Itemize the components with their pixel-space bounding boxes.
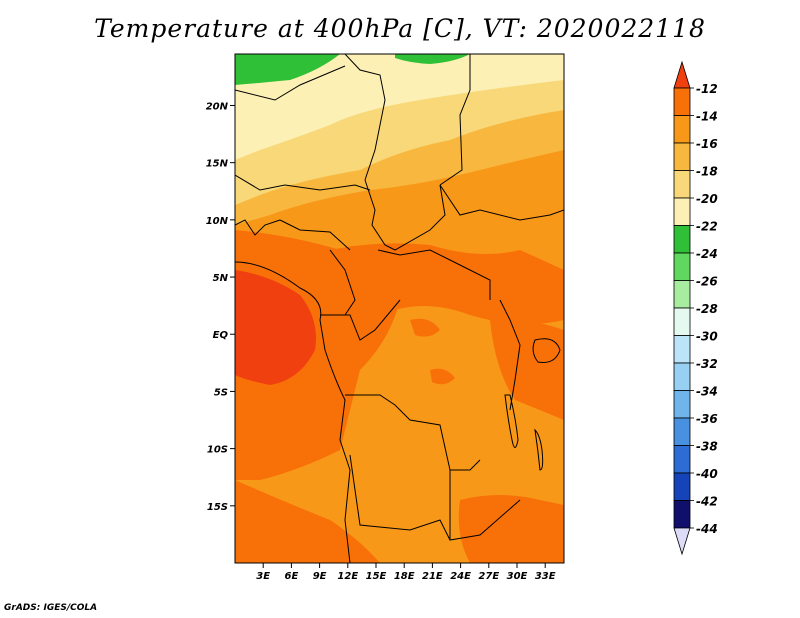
field-green-small [395,54,470,64]
colorbar-swatch [673,280,691,309]
field-warm-minus14-east [490,318,564,420]
field-band-minus22 [235,54,564,160]
colorbar-swatch [673,417,691,446]
chart-title: Temperature at 400hPa [C], VT: 202002211… [94,14,706,43]
border-libya-egypt [439,54,471,186]
colorbar-swatch [673,335,691,364]
colorbar-swatch [673,500,691,529]
x-tick-label: 12E [337,571,358,582]
colorbar-top-arrow [673,60,691,89]
x-tick-label: 24E [450,571,471,582]
colorbar-label: -36 [696,412,718,426]
colorbar-swatch [673,472,691,501]
border-coast [235,261,351,563]
x-tick-label: 18E [394,571,415,582]
colorbar-label: -32 [696,357,718,371]
border-zambia [449,470,521,541]
x-tick-label: 30E [507,571,528,582]
lakes [504,338,561,471]
colorbar-swatch [673,445,691,474]
border-niger-mali [235,65,346,101]
colorbar-swatch [673,390,691,419]
border-drc [345,394,481,471]
border-west-africa [235,219,281,236]
x-tick-label: 33E [535,571,556,582]
y-tick-label: 5S [214,387,228,398]
border-angola [349,454,451,541]
colorbar-label: -30 [696,330,718,344]
colorbar-swatch [673,170,691,199]
chart-svg: 20N 15N 10N 5N EQ 5S 10S 15S 3E 6E 9E 12E 15E 18E 21E… [206,53,718,582]
colorbar-swatch [673,115,691,144]
border-cameroon [329,249,356,316]
y-tick-label: 5N [213,273,229,284]
colorbar: -12 -14 -16 -18 -20 -22 -24 -26 -28 -30 -32 -34 -36 -… [673,60,718,556]
colorbar-swatch [673,197,691,226]
y-axis-ticks: 20N 15N 10N 5N EQ 5S 10S 15S [206,101,235,513]
border-gabon-congo [320,299,401,341]
country-borders [235,54,564,563]
colorbar-label: -16 [696,137,718,151]
temperature-field [235,54,564,563]
x-tick-label: 9E [313,571,327,582]
colorbar-label: -42 [696,495,718,509]
border-nigeria [279,219,351,251]
x-tick-label: 27E [478,571,499,582]
y-tick-label: 15S [207,502,228,513]
y-tick-label: 20N [206,101,229,112]
map-frame [234,53,565,564]
colorbar-swatch [673,142,691,171]
colorbar-bottom-arrow [673,527,691,556]
lake-victoria [532,338,561,363]
lake-malawi [534,428,544,471]
field-speckle-2 [430,368,455,385]
y-tick-label: 10N [206,216,229,227]
colorbar-label: -38 [696,440,718,454]
colorbar-label: -40 [696,467,718,481]
border-chad [364,179,446,251]
field-warm-minus12-gulf [235,270,316,385]
field-green-minus24 [235,54,340,85]
y-tick-label: EQ [213,330,229,341]
colorbar-swatch [673,307,691,336]
colorbar-label: -44 [696,522,718,536]
y-tick-label: 15N [206,159,229,170]
x-tick-label: 6E [285,571,299,582]
x-tick-label: 21E [422,571,443,582]
x-tick-label: 3E [256,571,270,582]
x-axis-ticks: 3E 6E 9E 12E 15E 18E 21E 24E 27E 30E 33E [256,563,556,582]
y-tick-label: 10S [207,445,228,456]
lake-tanganyika [504,394,519,448]
colorbar-swatch [673,362,691,391]
field-speckle-1 [410,318,440,337]
colorbar-label: -26 [696,275,718,289]
field-warm-minus14-se [458,495,564,563]
colorbar-label: -18 [696,165,718,179]
border-east [499,299,521,411]
x-tick-label: 15E [366,571,387,582]
colorbar-label: -24 [696,247,718,261]
grads-credit: GrADS: IGES/COLA [4,603,98,613]
border-car [377,249,491,300]
border-algeria-libya [344,54,386,181]
colorbar-label: -12 [696,82,718,96]
field-warm-minus14-south [235,480,380,563]
field-warm-minus14-center [330,243,564,324]
colorbar-swatch [673,87,691,116]
colorbar-label: -28 [696,302,718,316]
colorbar-label: -34 [696,385,718,399]
colorbar-label: -14 [696,110,718,124]
colorbar-swatch [673,252,691,281]
border-sahel [235,174,371,191]
colorbar-label: -22 [696,220,718,234]
colorbar-swatch [673,225,691,254]
colorbar-label: -20 [696,192,718,206]
border-sudan [439,184,564,221]
